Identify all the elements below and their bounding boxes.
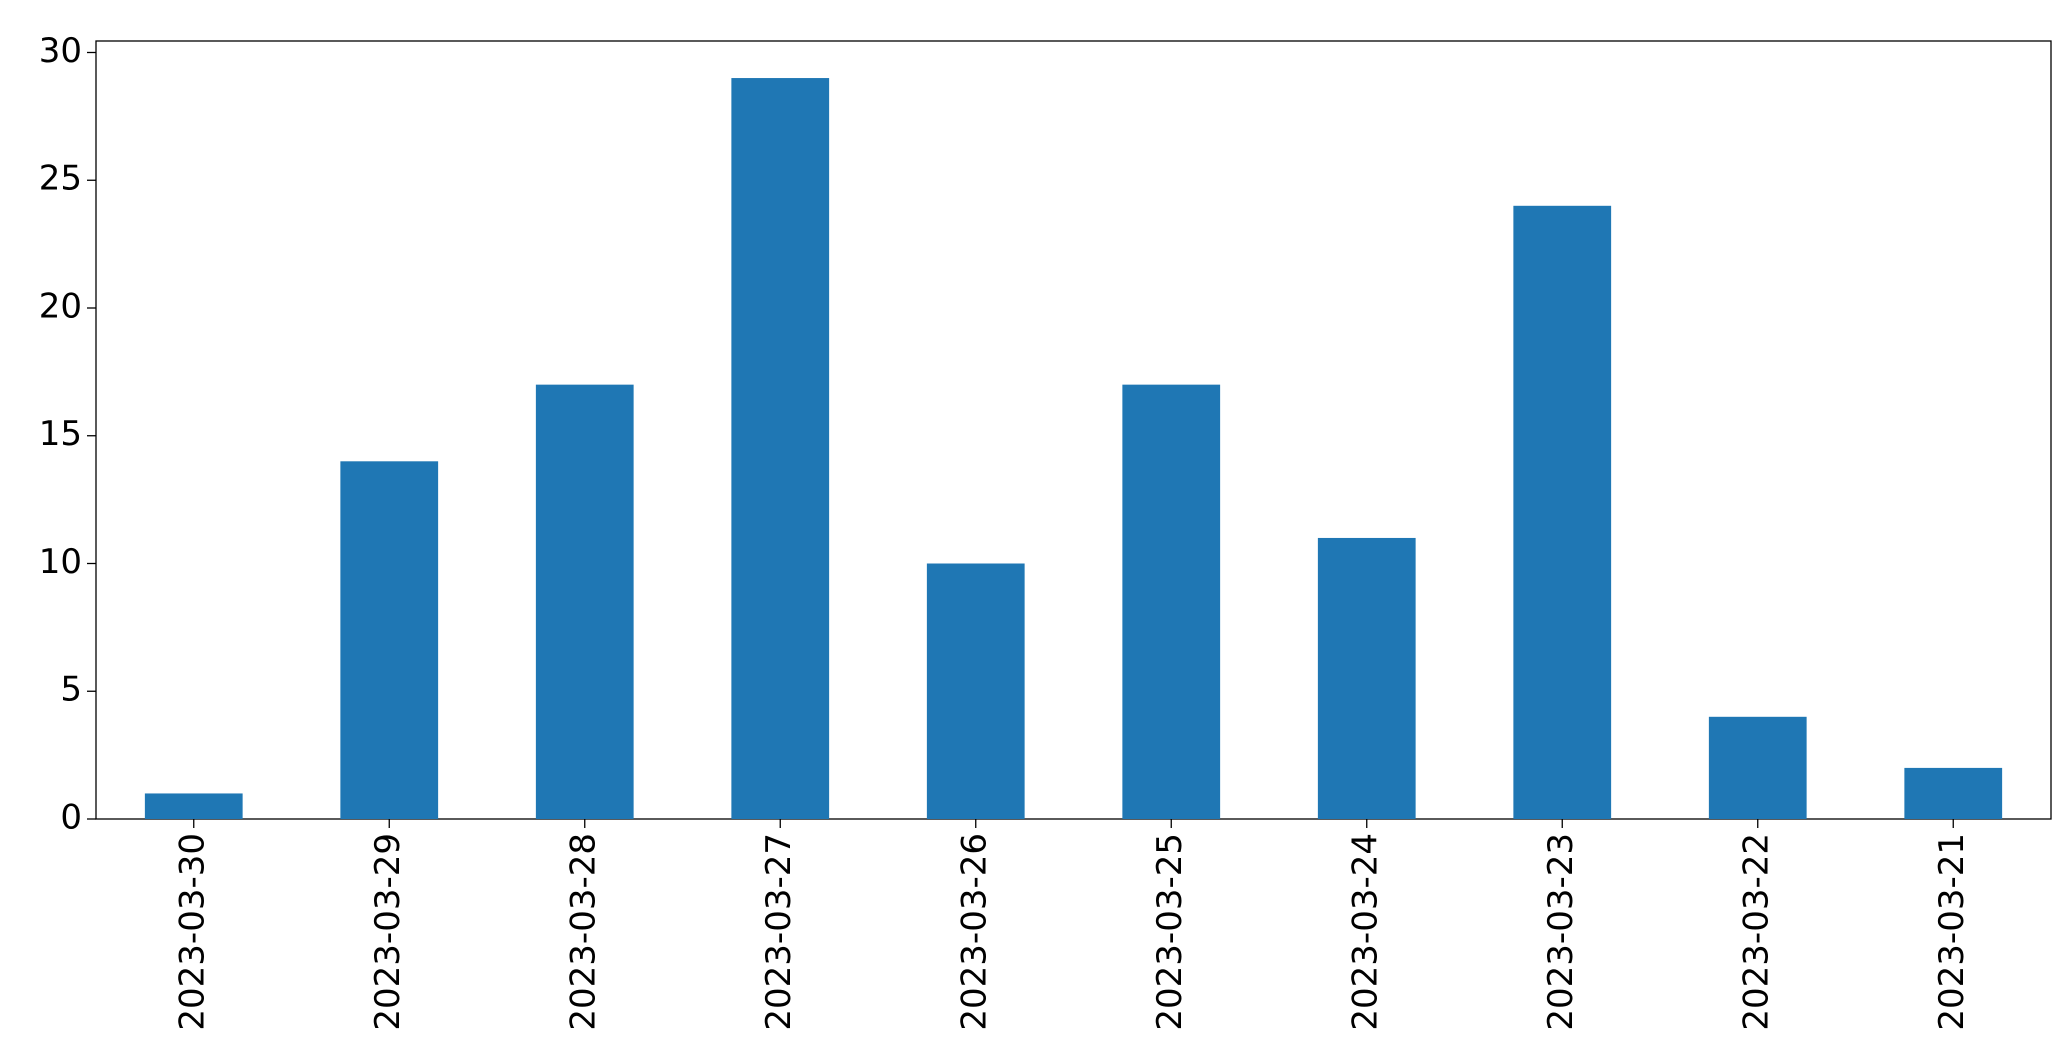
x-tick-label: 2023-03-28 <box>563 833 603 1031</box>
x-tick-label: 2023-03-24 <box>1345 833 1385 1031</box>
x-tick-label: 2023-03-27 <box>759 833 799 1031</box>
y-tick-label: 25 <box>39 159 82 199</box>
axes-frame <box>95 40 2052 820</box>
x-tick-label: 2023-03-25 <box>1150 833 1190 1031</box>
x-tick-label: 2023-03-23 <box>1541 833 1581 1031</box>
y-tick-label: 20 <box>39 286 82 326</box>
bar <box>1708 716 1807 819</box>
bar <box>340 461 439 819</box>
y-tick-label: 5 <box>60 670 82 710</box>
bar <box>535 384 634 819</box>
x-tick-label: 2023-03-29 <box>368 833 408 1031</box>
y-tick-label: 30 <box>39 31 82 71</box>
x-tick-label: 2023-03-22 <box>1736 833 1776 1031</box>
bar <box>1513 205 1612 819</box>
y-tick-label: 10 <box>39 542 82 582</box>
y-tick-label: 15 <box>39 414 82 454</box>
bar <box>1317 537 1416 819</box>
bar <box>1122 384 1221 819</box>
x-tick-label: 2023-03-30 <box>172 833 212 1031</box>
bar <box>731 78 830 820</box>
bar <box>1904 767 2003 819</box>
bar <box>144 793 243 819</box>
bar <box>926 563 1025 819</box>
y-tick-label: 0 <box>60 798 82 838</box>
x-tick-label: 2023-03-21 <box>1932 833 1972 1031</box>
x-tick-label: 2023-03-26 <box>954 833 994 1031</box>
